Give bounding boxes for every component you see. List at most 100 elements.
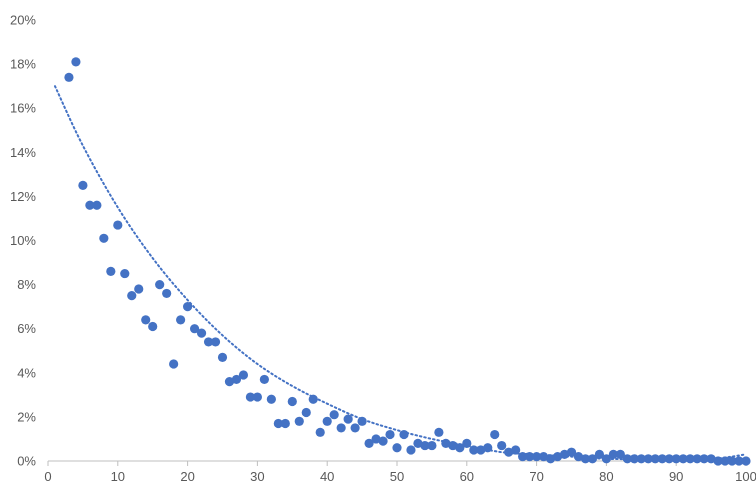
data-point [399, 429, 409, 440]
data-point [350, 423, 360, 433]
x-tick-label: 60 [460, 469, 474, 484]
data-point [629, 454, 639, 464]
data-point [420, 440, 430, 451]
data-point [99, 233, 109, 243]
data-point [308, 394, 318, 404]
data-point [525, 451, 535, 462]
data-point [657, 454, 667, 464]
data-point [476, 445, 486, 455]
data-point [434, 427, 444, 437]
data-point [671, 454, 681, 464]
data-point [162, 288, 172, 299]
data-point [713, 456, 723, 466]
data-point [120, 268, 130, 279]
data-point [252, 392, 262, 402]
data-point [622, 454, 632, 464]
data-point [322, 416, 332, 426]
data-point [357, 416, 367, 426]
x-tick-label: 90 [669, 469, 683, 484]
x-tick-label: 20 [180, 469, 194, 484]
data-point [294, 416, 304, 426]
data-point [385, 429, 395, 440]
data-point [106, 266, 116, 276]
data-point [573, 451, 584, 462]
data-point [664, 454, 674, 464]
data-point [329, 410, 339, 420]
data-point [601, 454, 612, 464]
data-point [532, 451, 542, 462]
data-point [490, 429, 500, 440]
data-point [497, 440, 507, 451]
data-point [259, 374, 269, 385]
data-point [413, 438, 423, 448]
x-tick-label: 100 [735, 469, 756, 484]
data-point [545, 454, 556, 464]
x-tick-label: 80 [599, 469, 613, 484]
y-tick-label: 0% [17, 454, 36, 469]
data-point [441, 438, 451, 448]
data-point [280, 418, 290, 429]
data-point [378, 436, 388, 446]
y-tick-label: 8% [17, 277, 36, 292]
data-point [224, 377, 235, 387]
data-point [580, 454, 591, 464]
data-point [71, 57, 81, 67]
data-point [155, 280, 165, 290]
x-axis-labels: 0 10 20 30 40 50 60 70 80 90 100 [44, 469, 756, 484]
data-point [210, 337, 221, 347]
data-point [196, 328, 207, 338]
data-point [504, 447, 514, 457]
data-point [203, 337, 214, 347]
data-point [273, 418, 283, 429]
data-point [231, 374, 242, 385]
data-point [699, 454, 709, 464]
data-point [189, 324, 200, 334]
data-point [587, 454, 598, 464]
trendline [53, 85, 747, 461]
data-point [615, 449, 625, 459]
data-point [364, 438, 374, 448]
y-tick-label: 6% [17, 321, 36, 336]
x-tick-label: 50 [390, 469, 404, 484]
y-tick-label: 2% [17, 409, 36, 424]
data-point [64, 72, 74, 82]
data-point [608, 449, 618, 459]
data-point [343, 414, 353, 424]
y-tick-label: 16% [10, 101, 36, 116]
data-point [427, 440, 437, 451]
data-point [455, 443, 465, 453]
x-tick-label: 10 [111, 469, 125, 484]
data-point [741, 456, 751, 466]
data-point [538, 451, 549, 462]
data-point [141, 315, 151, 325]
data-point [371, 434, 381, 444]
x-tick-label: 40 [320, 469, 334, 484]
x-tick-label: 70 [529, 469, 543, 484]
data-point [643, 454, 653, 464]
data-point [594, 449, 605, 459]
data-point [448, 440, 458, 451]
data-point [406, 445, 416, 455]
data-point [720, 456, 730, 466]
data-point [315, 427, 325, 437]
y-tick-label: 4% [17, 365, 36, 380]
data-point [518, 451, 528, 462]
data-point [85, 200, 95, 210]
data-point [266, 394, 276, 404]
data-point [727, 456, 737, 466]
data-point [462, 438, 472, 448]
data-point [692, 454, 702, 464]
data-point [552, 451, 563, 462]
data-point [245, 392, 256, 402]
y-tick-label: 12% [10, 189, 36, 204]
data-point [734, 456, 744, 466]
data-point [301, 407, 311, 418]
data-point [148, 321, 158, 332]
data-point [636, 454, 646, 464]
y-axis-labels: 0% 2% 4% 6% 8% 10% 12% 14% 16% 18% 20% [10, 13, 36, 469]
y-tick-label: 10% [10, 233, 36, 248]
data-point [706, 454, 716, 464]
y-tick-label: 20% [10, 13, 36, 28]
